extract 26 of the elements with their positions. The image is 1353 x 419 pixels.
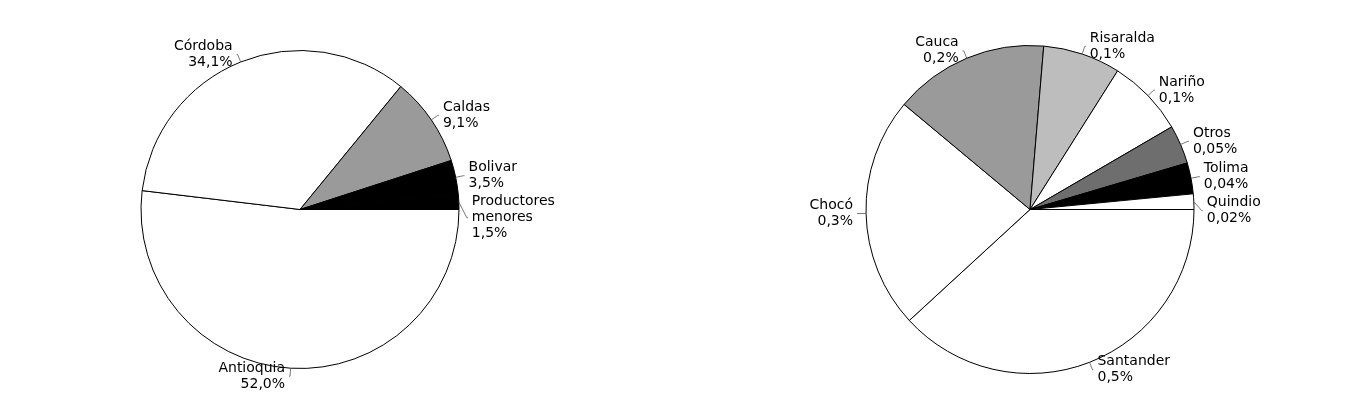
slice-label: Caldas	[442, 98, 490, 114]
slice-label: Cauca	[915, 33, 959, 50]
slice-label: Chocó	[809, 196, 854, 213]
data-label: 3,5%	[468, 174, 505, 191]
slice-label: Quindio	[1206, 193, 1261, 210]
slice-label: Córdoba	[173, 37, 233, 54]
slice-label: Antioquia	[218, 358, 286, 375]
data-label: 34,1%	[188, 53, 233, 70]
data-label: 0,1%	[1158, 88, 1195, 105]
slice-label: Nariño	[1158, 72, 1205, 89]
data-label: 0,3%	[817, 212, 854, 229]
data-label: 9,1%	[442, 114, 479, 130]
data-label: 0,1%	[1089, 45, 1126, 62]
data-label: 0,05%	[1192, 139, 1238, 156]
slice-label: Bolivar	[468, 158, 518, 175]
slice-label: Risaralda	[1089, 29, 1155, 46]
slice-label: Santander	[1097, 352, 1171, 369]
slice-label: Tolima	[1202, 159, 1249, 176]
data-label: 1,5%	[471, 224, 508, 241]
data-label: 0,04%	[1203, 175, 1249, 192]
data-label: 0,2%	[923, 49, 959, 66]
data-label: 0,5%	[1097, 368, 1134, 385]
data-label: 52,0%	[240, 374, 286, 391]
data-label: 0,02%	[1206, 209, 1252, 226]
slice-label: Productores menores	[471, 192, 555, 225]
slice-label: Otros	[1192, 123, 1231, 140]
